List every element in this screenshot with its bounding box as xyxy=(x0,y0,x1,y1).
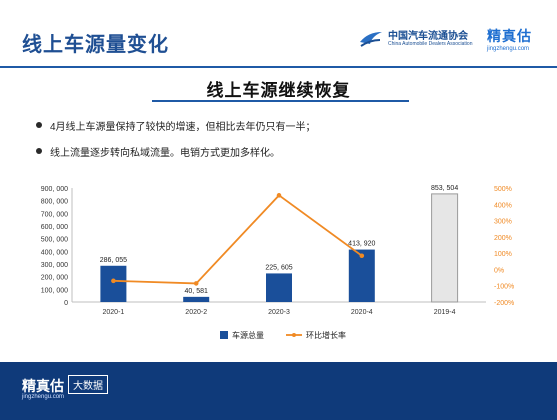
bar xyxy=(348,249,375,302)
combo-chart: 0 100, 000 200, 000 300, 000 400, 000 500, 00… xyxy=(41,185,514,340)
growth-rate-point xyxy=(111,278,116,284)
growth-rate-point xyxy=(276,193,282,198)
x-tick-label: 2019-4 xyxy=(434,309,456,316)
y-left-tick-label: 400, 000 xyxy=(41,249,68,256)
y-right-tick-label: -100% xyxy=(494,284,514,291)
y-left-tick-label: 300, 000 xyxy=(41,262,68,269)
growth-rate-point xyxy=(359,253,365,259)
page-title: 线上车源量变化 xyxy=(22,34,169,56)
x-tick-label: 2020-3 xyxy=(268,309,290,316)
x-tick-label: 2020-1 xyxy=(103,309,125,316)
y-left-tick-label: 700, 000 xyxy=(41,211,68,218)
bar-data-label: 286, 055 xyxy=(100,257,127,264)
y-right-tick-label: 300% xyxy=(494,219,512,226)
brand-logo-cn: 精真估 xyxy=(487,28,532,44)
header-divider xyxy=(0,66,557,68)
bar-data-label: 225, 605 xyxy=(265,264,292,271)
footer-brand-cn: 精真估 xyxy=(22,378,64,394)
x-tick-label: 2020-2 xyxy=(185,309,207,316)
y-left-tick-label: 900, 000 xyxy=(41,186,68,193)
y-left-tick-label: 600, 000 xyxy=(41,224,68,231)
bullet-dot-icon xyxy=(36,122,42,128)
legend-line-label: 环比增长率 xyxy=(306,330,346,340)
bullet-dot-icon xyxy=(36,148,42,154)
bar xyxy=(266,273,292,302)
bar xyxy=(100,265,127,302)
legend-bar-label: 车源总量 xyxy=(232,330,264,340)
y-right-tick-label: 200% xyxy=(494,235,512,242)
y-left-tick-label: 800, 000 xyxy=(41,199,68,206)
brand-logo-en: jingzhengu.com xyxy=(487,46,530,52)
cada-logo-icon xyxy=(360,32,382,47)
bullet-item: 4月线上车源量保持了较快的增速，但相比去年仍只有一半； xyxy=(34,118,316,133)
bullet-list: 4月线上车源量保持了较快的增速，但相比去年仍只有一半； 线上流量逐步转向私域流量… xyxy=(34,118,316,170)
brand-logo: 精真估 jingzhengu.com xyxy=(487,26,547,56)
bar xyxy=(183,296,210,302)
footer-brand-en: jingzhengu.com xyxy=(22,394,65,400)
growth-rate-point xyxy=(193,281,199,286)
y-right-tick-label: 500% xyxy=(494,186,512,193)
x-tick-label: 2020-4 xyxy=(351,309,373,316)
footer-badge: 大数据 xyxy=(68,375,108,394)
y-right-tick-label: 100% xyxy=(494,251,512,258)
y-left-tick-label: 0 xyxy=(64,300,68,307)
y-right-tick-label: -200% xyxy=(494,300,514,307)
legend-line-marker xyxy=(292,333,296,337)
y-left-tick-label: 100, 000 xyxy=(41,287,68,294)
bullet-text: 4月线上车源量保持了较快的增速，但相比去年仍只有一半； xyxy=(50,122,316,133)
y-right-tick-label: 400% xyxy=(494,202,512,209)
bar-data-label: 40, 581 xyxy=(185,288,208,295)
y-left-tick-label: 500, 000 xyxy=(41,237,68,244)
bullet-text: 线上流量逐步转向私域流量。电销方式更加多样化。 xyxy=(50,148,280,159)
bar xyxy=(431,193,459,303)
y-right-tick-label: 0% xyxy=(494,267,504,274)
y-left-tick-label: 200, 000 xyxy=(41,275,68,282)
growth-rate-line xyxy=(113,194,363,285)
subtitle-underline xyxy=(152,100,409,102)
cada-logo-cn: 中国汽车流通协会 xyxy=(388,31,468,42)
legend-bar-swatch xyxy=(220,331,228,339)
cada-logo-en: China Automobile Dealers Association xyxy=(388,41,473,47)
bar-data-label: 853, 504 xyxy=(431,185,458,192)
footer-bar: 精真估 jingzhengu.com 大数据 xyxy=(0,362,557,420)
cada-logo: 中国汽车流通协会 China Automobile Dealers Associ… xyxy=(358,24,478,54)
slide-subtitle: 线上车源继续恢复 xyxy=(206,81,351,100)
bullet-item: 线上流量逐步转向私域流量。电销方式更加多样化。 xyxy=(34,144,316,159)
bar-data-label: 413, 920 xyxy=(348,241,375,248)
